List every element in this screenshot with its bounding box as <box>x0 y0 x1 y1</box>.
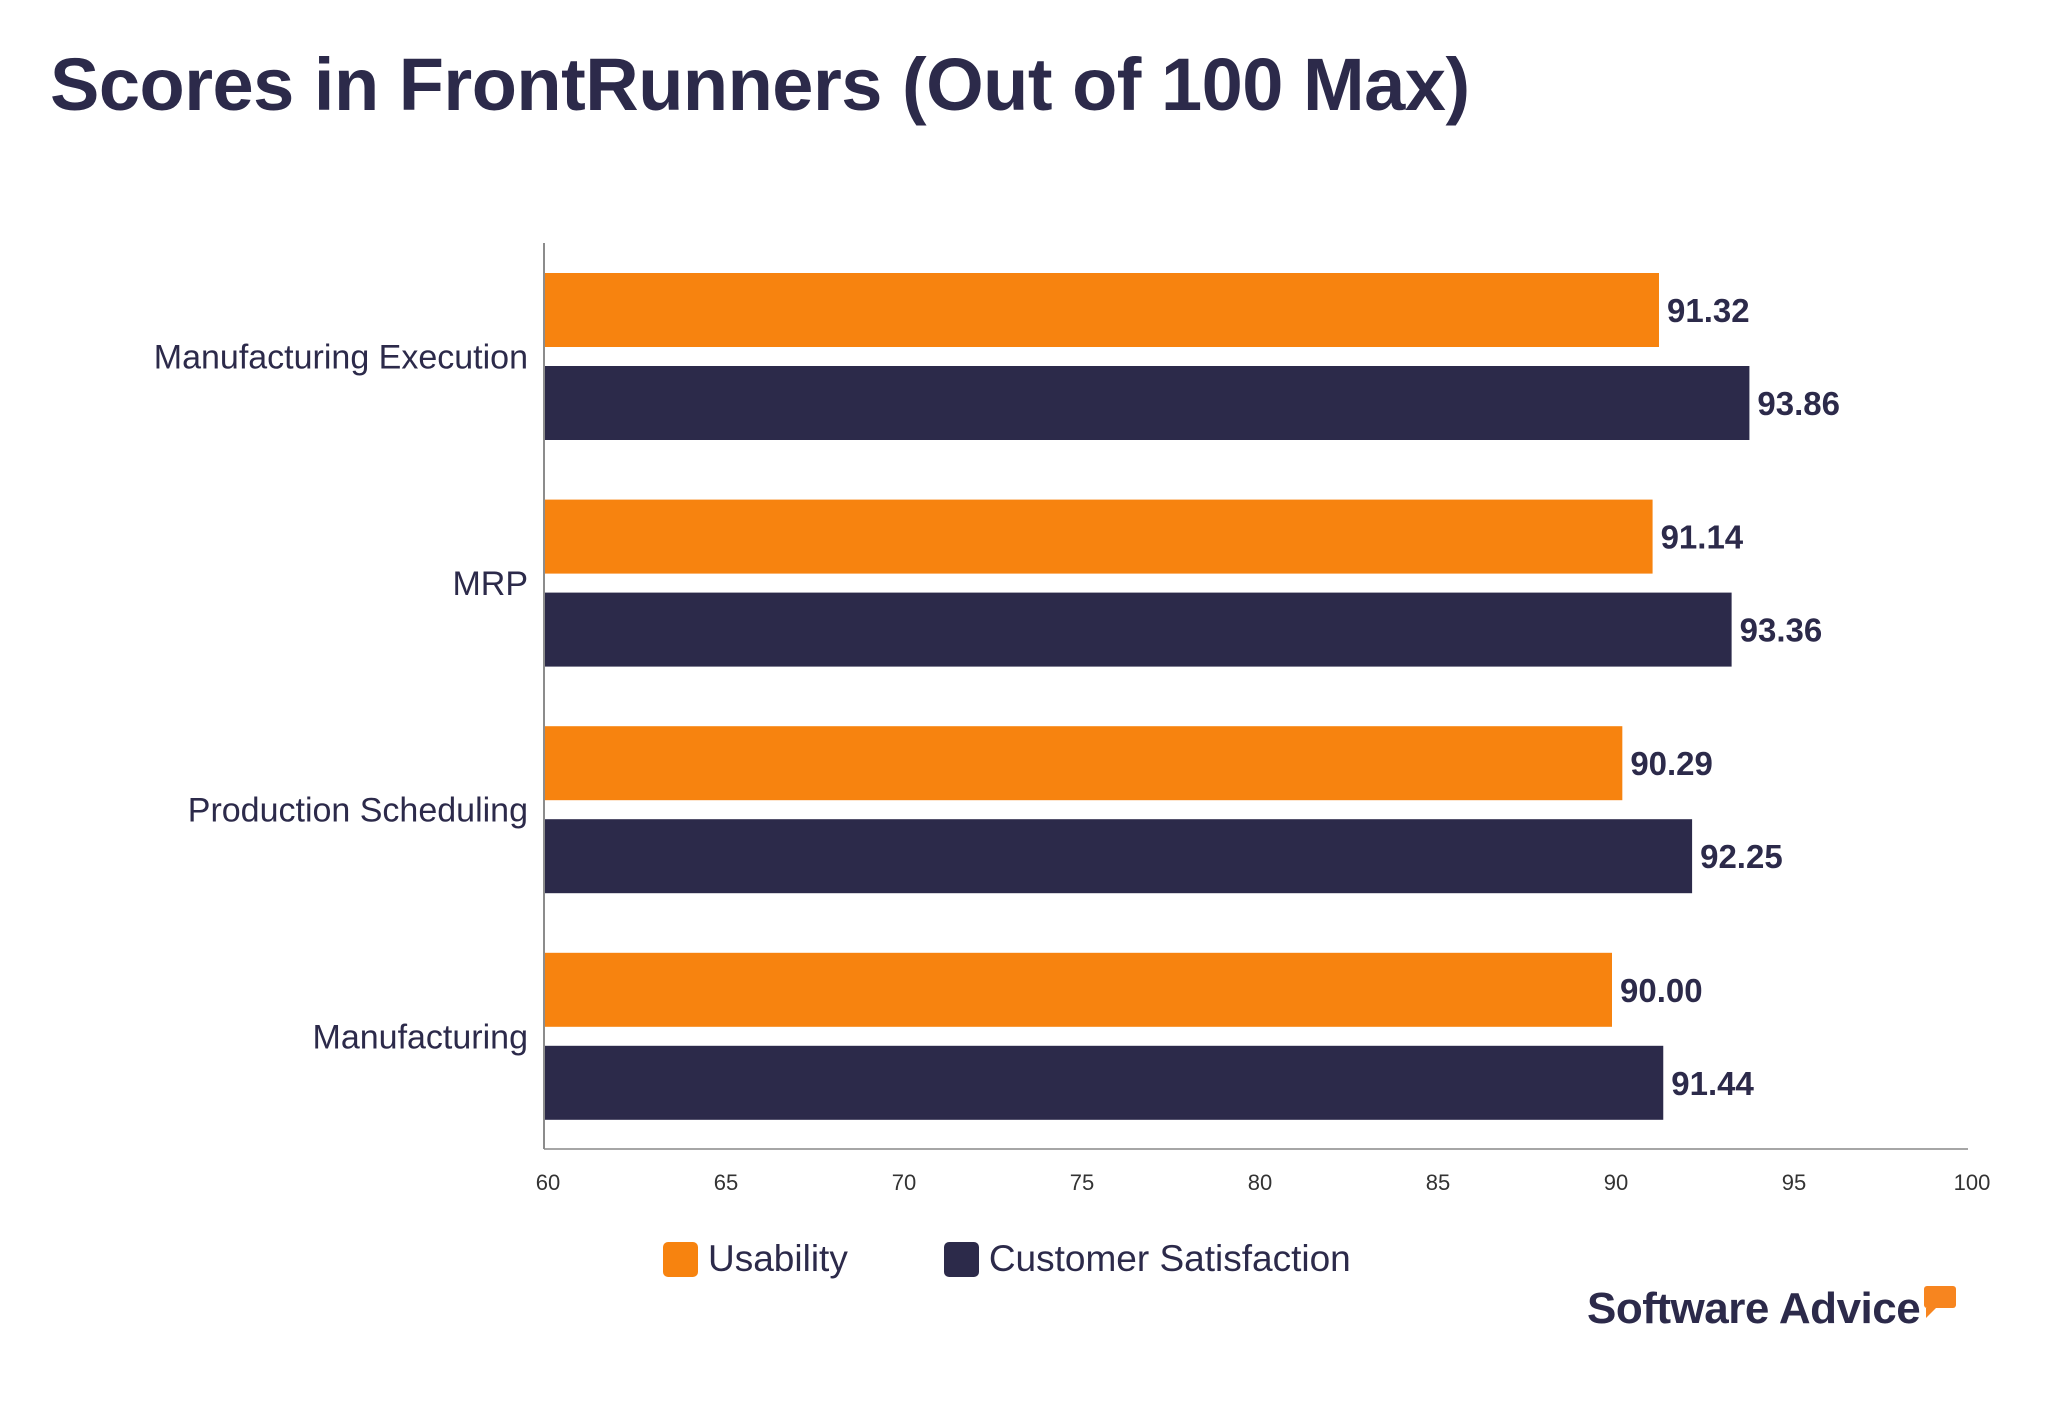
data-label: 93.36 <box>1740 612 1823 649</box>
bar-usability <box>545 952 1612 1027</box>
data-label: 91.32 <box>1667 292 1750 329</box>
category-label: MRP <box>452 565 528 603</box>
legend: Usability Customer Satisfaction <box>663 1238 1447 1280</box>
legend-swatch-usability <box>663 1241 698 1277</box>
x-tick-label: 100 <box>1954 1170 1991 1195</box>
legend-item-customer-satisfaction: Customer Satisfaction <box>943 1238 1351 1280</box>
bar-customer-satisfaction <box>545 366 1750 440</box>
bar-customer-satisfaction <box>545 819 1693 894</box>
x-tick-label: 85 <box>1426 1170 1450 1195</box>
data-label: 93.86 <box>1757 385 1840 422</box>
bar-customer-satisfaction <box>545 592 1732 667</box>
category-label: Production Scheduling <box>188 792 528 830</box>
software-advice-logo: Software Advice <box>1587 1284 1957 1334</box>
x-tick-label: 60 <box>536 1170 560 1195</box>
bar-usability <box>545 726 1623 801</box>
x-tick-label: 75 <box>1070 1170 1094 1195</box>
x-tick-label: 80 <box>1248 1170 1272 1195</box>
legend-label-customer-satisfaction: Customer Satisfaction <box>988 1238 1351 1279</box>
data-label: 92.25 <box>1700 838 1783 875</box>
data-label: 91.44 <box>1671 1065 1754 1102</box>
legend-label-usability: Usability <box>708 1238 848 1279</box>
x-tick-label: 65 <box>714 1170 738 1195</box>
data-label: 90.00 <box>1620 972 1703 1009</box>
chart-title: Scores in FrontRunners (Out of 100 Max) <box>50 43 1470 126</box>
bar-usability <box>545 273 1659 347</box>
data-label: 90.29 <box>1630 745 1713 782</box>
speech-bubble-icon <box>1924 1286 1957 1318</box>
x-tick-label: 90 <box>1604 1170 1628 1195</box>
category-label: Manufacturing Execution <box>154 339 528 377</box>
x-tick-label: 70 <box>892 1170 916 1195</box>
category-label: Manufacturing <box>313 1018 528 1056</box>
legend-swatch-customer-satisfaction <box>943 1241 979 1277</box>
data-label: 91.14 <box>1661 519 1744 556</box>
bar-customer-satisfaction <box>545 1045 1664 1120</box>
legend-item-usability: Usability <box>663 1238 848 1280</box>
x-tick-label: 95 <box>1782 1170 1806 1195</box>
logo-text: Software Advice <box>1587 1284 1921 1333</box>
bar-usability <box>545 499 1653 574</box>
